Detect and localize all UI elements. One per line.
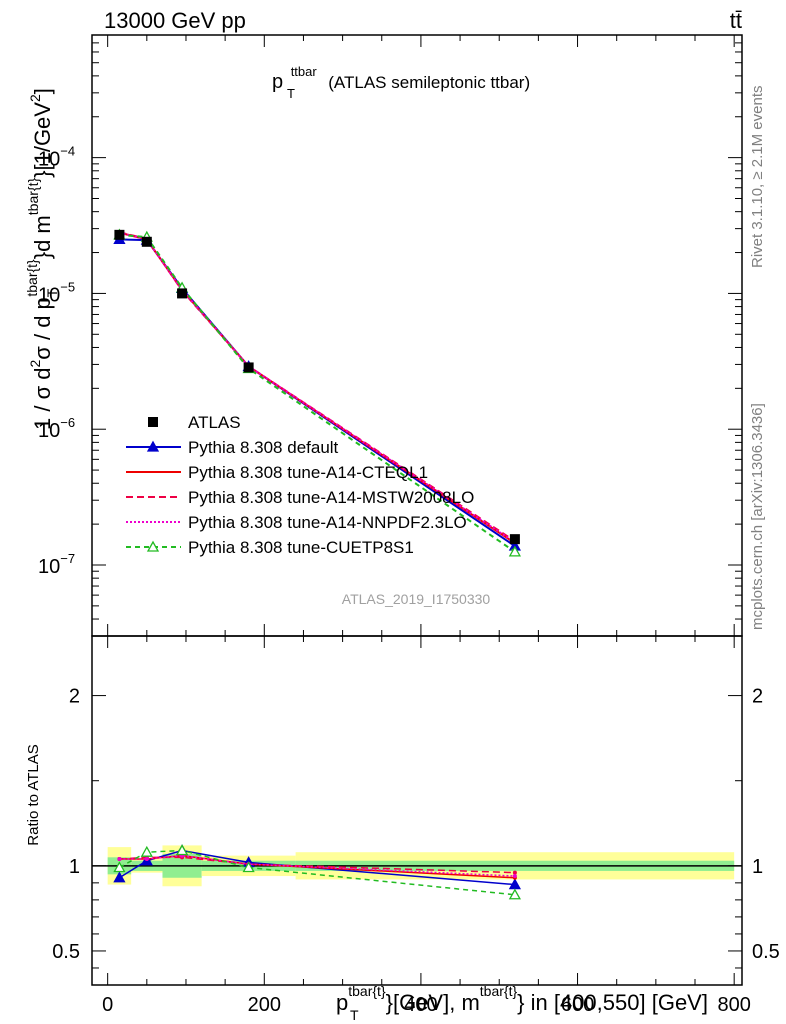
- legend-marker: [146, 540, 160, 552]
- process-label: tt̄: [730, 8, 742, 33]
- ratio-marker: [512, 874, 517, 879]
- ratio-tick-label: 2: [69, 686, 80, 708]
- data-point: [141, 236, 152, 247]
- legend: ATLAS Pythia 8.308 default Pythia 8.308 tu…: [126, 413, 474, 557]
- legend-label: Pythia 8.308 tune-A14-CTEQL1: [188, 463, 428, 482]
- y-tick-label: 10−6: [38, 415, 75, 442]
- ratio-marker: [242, 861, 255, 873]
- ratio-marker: [113, 871, 126, 883]
- plot-title-sub: T: [287, 86, 295, 101]
- x-axis-label-sub: T: [350, 1007, 359, 1023]
- data-point: [114, 229, 125, 240]
- ratio-frame: [91, 635, 743, 986]
- ratio-marker: [175, 844, 189, 856]
- ratio-marker: [512, 870, 517, 875]
- x-tick-label: 0: [102, 994, 113, 1016]
- ratio-tick-label-right: 0.5: [752, 941, 780, 963]
- legend-label-data: ATLAS: [188, 413, 241, 432]
- plot-title: p ttbar (ATLAS semileptonic ttbar): [272, 59, 530, 93]
- ratio-plot: 0 200 400 600 800 0.5 0.5 1 1 2 2: [52, 635, 780, 1016]
- ratio-marker: [117, 857, 122, 862]
- x-tick-label: 800: [717, 994, 750, 1016]
- ratio-marker: [144, 857, 149, 862]
- legend-label: Pythia 8.308 default: [188, 438, 339, 457]
- x-tick-label: 200: [248, 994, 281, 1016]
- energy-label: 13000 GeV pp: [104, 8, 246, 33]
- data-point: [243, 362, 254, 373]
- ratio-marker: [508, 888, 521, 900]
- plot-title-rest: (ATLAS semileptonic ttbar): [328, 73, 530, 92]
- y-tick-label: 10−4: [38, 144, 75, 171]
- x-tick-label: 600: [561, 994, 594, 1016]
- main-plot: 10−7 10−6 10−5 10−4: [38, 34, 743, 985]
- analysis-label: ATLAS_2019_I1750330: [342, 591, 491, 607]
- y-tick-label: 10−5: [38, 279, 75, 306]
- ratio-marker: [113, 861, 126, 873]
- legend-marker-data: [148, 417, 158, 427]
- data-point: [177, 288, 188, 299]
- y-axis-label: 1 / σ d2σ / d pTtbar{t}}d mtbar{t}}[1/Ge…: [24, 88, 60, 430]
- ratio-tick-label-right: 1: [752, 856, 763, 878]
- ratio-tick-label-right: 2: [752, 686, 763, 708]
- y-tick-label: 10−7: [38, 551, 75, 578]
- ratio-tick-label: 1: [69, 856, 80, 878]
- plot-title-main: p: [272, 71, 283, 93]
- legend-label: Pythia 8.308 tune-CUETP8S1: [188, 538, 414, 557]
- x-tick-label: 400: [404, 994, 437, 1016]
- series-marker: [508, 545, 521, 557]
- ratio-y-label: Ratio to ATLAS: [25, 744, 42, 845]
- x-axis-label: ptbar{t}}[GeV], mtbar{t}} in [400,550] […: [336, 983, 708, 1015]
- series-line: [119, 233, 516, 553]
- legend-marker: [146, 440, 160, 452]
- data-point: [509, 534, 520, 545]
- rivet-label: Rivet 3.1.10, ≥ 2.1M events: [749, 86, 766, 269]
- ratio-tick-label: 0.5: [52, 941, 80, 963]
- legend-label: Pythia 8.308 tune-A14-NNPDF2.3LO: [188, 513, 467, 532]
- legend-label: Pythia 8.308 tune-A14-MSTW2008LO: [188, 488, 474, 507]
- plot-title-sup: ttbar: [291, 64, 318, 79]
- ratio-marker: [140, 845, 153, 857]
- mcplots-label: mcplots.cern.ch [arXiv:1306.3436]: [749, 403, 766, 630]
